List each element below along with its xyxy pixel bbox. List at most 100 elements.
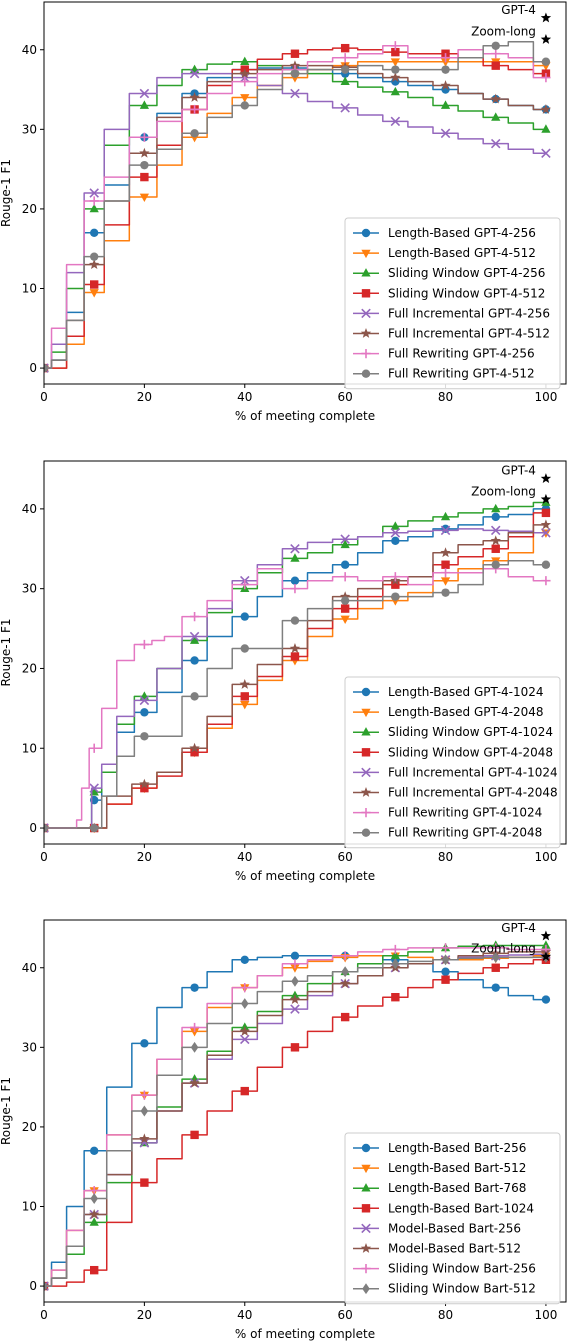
legend-entry: Sliding Window GPT-4-2048 — [353, 745, 553, 759]
data-point — [491, 503, 501, 513]
legend-box — [344, 217, 561, 390]
legend-entry: Length-Based Bart-256 — [353, 1141, 526, 1155]
data-point — [391, 992, 400, 1002]
legend-marker — [360, 1243, 372, 1253]
x-tick-label: 100 — [534, 850, 557, 864]
legend-marker — [361, 727, 371, 736]
data-point — [189, 64, 200, 74]
data-point — [140, 708, 149, 717]
data-point — [189, 631, 200, 642]
reference-point-label: GPT-4 — [501, 921, 536, 935]
legend: Length-Based GPT-4-256 Length-Based GPT-4… — [344, 217, 561, 390]
data-point — [189, 611, 200, 622]
data-point — [139, 691, 150, 700]
data-point — [490, 535, 501, 546]
legend-entry: Full Rewriting GPT-4-512 — [353, 367, 535, 381]
data-point — [491, 560, 500, 569]
data-point — [491, 49, 501, 59]
data-point — [140, 160, 149, 170]
x-axis-label: % of meeting complete — [235, 1327, 375, 1341]
data-point — [390, 72, 401, 83]
data-point — [239, 1025, 250, 1036]
data-point — [44, 1280, 48, 1292]
legend-marker — [361, 308, 371, 319]
data-point — [440, 511, 451, 521]
y-tick-label: 30 — [22, 582, 37, 596]
data-point — [340, 615, 350, 625]
data-point — [289, 643, 301, 653]
data-point — [89, 228, 99, 237]
legend-entry: Full Incremental GPT-4-1024 — [353, 765, 558, 779]
x-tick-label: 0 — [40, 850, 48, 864]
x-tick-label: 80 — [438, 1308, 453, 1322]
data-point — [189, 1028, 200, 1037]
data-point — [139, 639, 150, 650]
axes-frame — [43, 460, 567, 845]
data-point — [139, 1133, 150, 1144]
data-point — [541, 560, 551, 569]
series-line — [44, 559, 546, 829]
legend-entry: Sliding Window Bart-512 — [353, 1282, 536, 1296]
data-point — [441, 588, 450, 597]
y-tick-label: 20 — [22, 661, 37, 675]
data-point — [491, 951, 500, 963]
chart-panel-2: GPT-4 Zoom-long 0 20 40 60 80 100 0 10 20 30 40 % of … — [0, 460, 567, 883]
data-point — [240, 983, 250, 993]
data-point — [189, 1077, 200, 1088]
data-point — [189, 92, 200, 102]
y-tick-label: 10 — [22, 1200, 37, 1214]
legend-entry: Full Rewriting GPT-4-256 — [353, 347, 535, 361]
data-point — [240, 580, 250, 590]
data-point — [340, 560, 350, 569]
data-point — [240, 56, 250, 66]
data-point — [140, 1178, 149, 1187]
legend-label: Full Rewriting GPT-4-256 — [388, 347, 535, 361]
data-point — [290, 49, 300, 58]
data-point — [89, 252, 99, 261]
legend-label: Full Rewriting GPT-4-1024 — [388, 806, 542, 820]
data-point — [89, 196, 99, 206]
data-point — [340, 572, 350, 582]
data-point — [189, 742, 200, 753]
x-axis-label: % of meeting complete — [235, 409, 375, 423]
plot-area — [44, 940, 552, 1292]
data-point — [240, 644, 249, 653]
data-point — [139, 695, 150, 706]
data-point — [340, 43, 350, 53]
x-tick-label: 80 — [438, 390, 453, 404]
legend-label: Length-Based GPT-4-1024 — [388, 685, 544, 699]
x-tick-label: 0 — [40, 1308, 48, 1322]
legend-label: Full Incremental GPT-4-512 — [388, 327, 550, 341]
data-point — [441, 975, 450, 984]
data-point — [340, 596, 350, 605]
data-point — [440, 128, 451, 139]
legend-marker — [361, 828, 371, 837]
x-tick-label: 20 — [137, 390, 152, 404]
data-point — [440, 943, 451, 953]
data-point — [290, 69, 300, 78]
reference-point-marker — [540, 12, 552, 23]
data-point — [340, 76, 350, 85]
legend-entry: Length-Based Bart-1024 — [353, 1201, 534, 1215]
data-point — [44, 823, 49, 833]
legend-entry: Length-Based GPT-4-2048 — [353, 705, 544, 719]
data-point — [189, 104, 200, 115]
data-point — [441, 954, 450, 966]
data-point — [89, 289, 99, 298]
data-point — [239, 678, 250, 689]
data-point — [89, 1146, 99, 1155]
data-point — [189, 635, 200, 644]
y-tick-label: 10 — [22, 282, 37, 296]
x-tick-label: 40 — [237, 1308, 252, 1322]
data-point — [290, 576, 300, 585]
data-point — [89, 823, 99, 833]
legend-entry: Full Incremental GPT-4-256 — [353, 306, 550, 320]
x-tick-label: 60 — [338, 390, 353, 404]
legend-marker — [361, 268, 371, 277]
data-point — [340, 65, 350, 74]
data-point — [340, 604, 350, 613]
chart-panel-1: GPT-4 Zoom-long 0 20 40 60 80 100 0 10 20 30 40 % of … — [0, 1, 567, 423]
data-point — [541, 497, 551, 506]
data-point — [490, 93, 501, 104]
